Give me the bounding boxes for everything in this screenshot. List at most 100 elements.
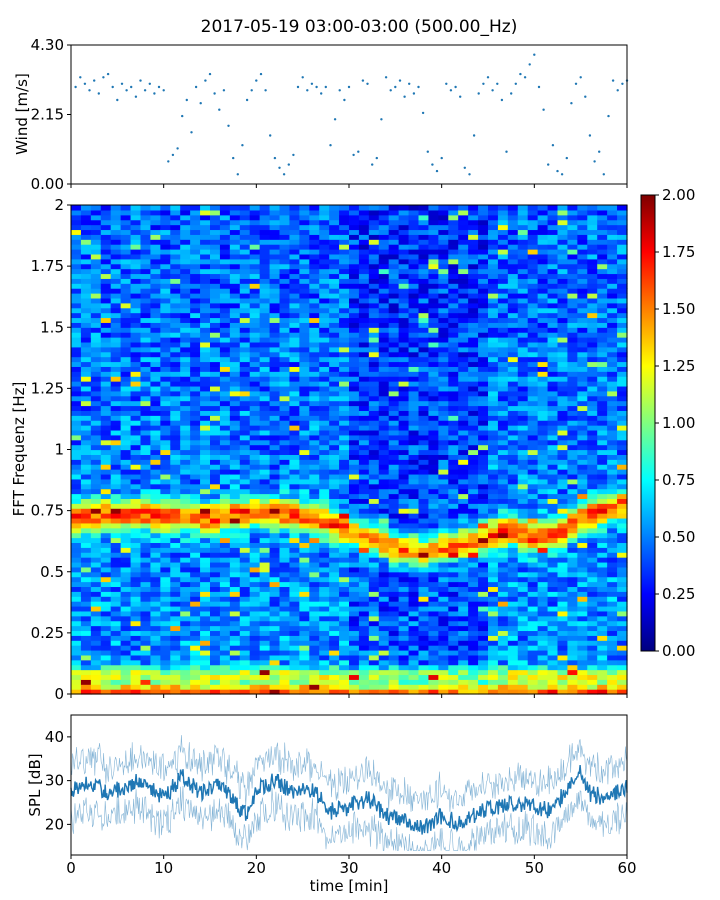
spectrogram-cell (418, 415, 430, 421)
spectrogram-cell (358, 513, 370, 519)
spectrogram-cell (210, 439, 221, 446)
spectrogram-cell (378, 449, 390, 455)
spectrogram-cell (90, 557, 102, 563)
spectrogram-cell (80, 327, 92, 333)
spectrogram-cell (468, 234, 479, 240)
spectrogram-cell (319, 459, 330, 465)
spectrogram-cell (309, 483, 320, 490)
spectrogram-cell (100, 420, 112, 426)
spectrogram-cell (398, 439, 410, 446)
spectrogram-cell (358, 503, 370, 509)
spectrogram-cell (517, 449, 529, 455)
wind-point (157, 85, 161, 89)
spectrogram-cell (289, 547, 300, 553)
spectrogram-cell (497, 410, 509, 416)
spectrogram-cell (368, 503, 380, 509)
spectrogram-cell (309, 596, 320, 602)
spectrogram-cell (140, 645, 152, 651)
spectrogram-cell (478, 649, 489, 656)
spectrogram-cell (468, 322, 479, 328)
spectrogram-cell (71, 513, 82, 519)
spectrogram-cell (319, 645, 330, 651)
spectrogram-cell (478, 605, 489, 612)
spectrogram-cell (378, 219, 390, 226)
spectrogram-cell (279, 209, 291, 216)
spectrogram-cell (100, 356, 112, 363)
spectrogram-cell (289, 522, 300, 529)
spectrogram-cell (170, 591, 181, 597)
spectrogram-cell (378, 385, 390, 392)
spectrogram-cell (378, 552, 390, 558)
spectrogram-cell (200, 390, 211, 397)
spectrogram-cell (349, 351, 360, 358)
spectrogram-cell (219, 297, 231, 304)
spectrogram-cell (160, 503, 171, 509)
spectrogram-cell (488, 219, 499, 226)
spectrogram-cell (388, 630, 400, 636)
spectrogram-cell (497, 625, 509, 632)
spectrogram-cell (299, 547, 310, 553)
spectrogram-cell (458, 425, 469, 431)
spectrogram-cell (279, 425, 291, 431)
spectrogram-cell (249, 356, 261, 363)
spectrogram-cell (358, 674, 370, 680)
spectrogram-cell (110, 679, 122, 685)
spectrogram-cell (150, 239, 161, 245)
spectrogram-cell (428, 689, 439, 695)
spectrogram-cell (448, 679, 459, 685)
spectrogram-cell (279, 317, 291, 323)
spectrogram-cell (458, 679, 469, 685)
spectrogram-cell (150, 322, 161, 328)
spectrogram-cell (349, 596, 360, 602)
spectrogram-cell (80, 478, 92, 485)
spectrogram-cell (269, 449, 281, 455)
spectrogram-cell (110, 322, 122, 328)
spectrogram-cell (170, 522, 181, 529)
spectrogram-cell (289, 234, 300, 240)
spectrogram-cell (527, 361, 539, 367)
spectrogram-cell (269, 469, 281, 475)
spectrogram-cell (468, 410, 479, 416)
spectrogram-cell (537, 327, 549, 333)
spectrogram-cell (219, 351, 231, 358)
spectrogram-cell (408, 527, 420, 534)
spectrogram-cell (120, 547, 132, 553)
spectrogram-cell (289, 297, 300, 304)
spectrogram-cell (279, 263, 291, 270)
spectrogram-cell (110, 659, 122, 666)
spectrogram-cell (458, 420, 469, 426)
spectrogram-cell (279, 517, 291, 524)
spectrogram-cell (488, 239, 499, 245)
spectrogram-cell (488, 493, 499, 499)
spectrogram-cell (130, 390, 142, 397)
spectrogram-cell (180, 263, 191, 270)
spectrogram-cell (329, 234, 340, 240)
spectrogram-cell (418, 571, 430, 578)
spectrogram-cell (418, 239, 430, 245)
spectrogram-cell (130, 253, 142, 260)
wind-point (134, 95, 138, 98)
spectrogram-cell (170, 434, 181, 441)
spectrogram-cell (190, 503, 201, 509)
spectrogram-cell (269, 664, 281, 671)
spectrogram-cell (438, 532, 449, 539)
spectrogram-cell (229, 478, 241, 485)
spectrogram-cell (309, 381, 320, 387)
spectrogram-cell (110, 469, 122, 475)
spectrogram-cell (537, 219, 549, 226)
spectrogram-cell (349, 601, 360, 607)
spectrogram-cell (160, 625, 171, 632)
spectrogram-cell (100, 669, 112, 676)
spectrogram-cell (349, 224, 360, 231)
spectrogram-cell (527, 542, 539, 548)
spectrogram-cell (110, 601, 122, 607)
spectrogram-cell (170, 537, 181, 544)
spectrogram-cell (289, 293, 300, 299)
spectrogram-cell (160, 532, 171, 539)
spectrogram-cell (418, 322, 430, 328)
spectrogram-cell (458, 317, 469, 323)
spectrogram-cell (517, 566, 529, 573)
spectrogram-cell (388, 610, 400, 617)
spectrogram-cell (200, 205, 211, 211)
spectrogram-cell (170, 576, 181, 583)
